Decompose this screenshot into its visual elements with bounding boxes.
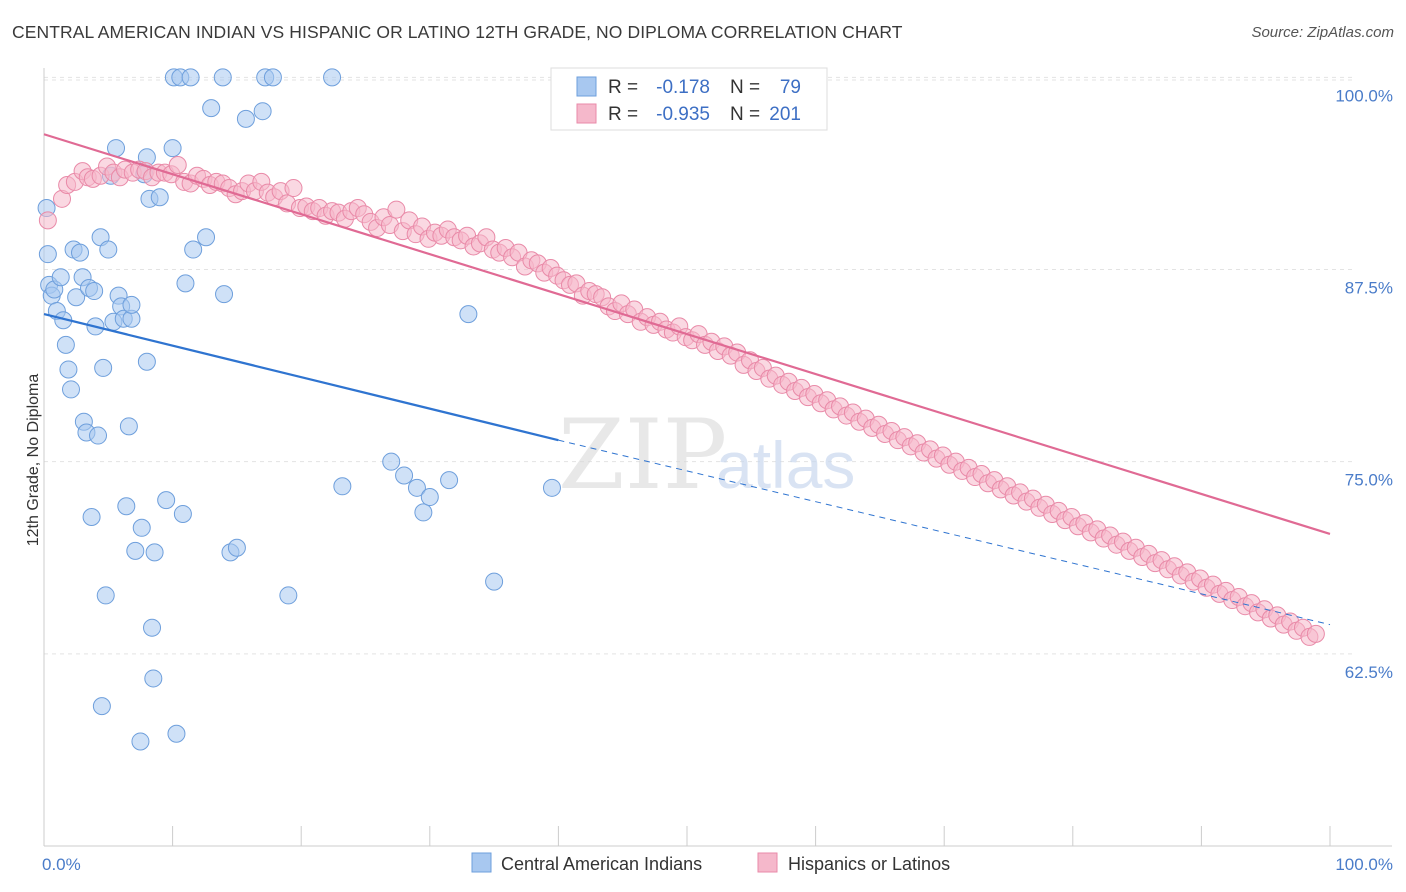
data-point-pink	[387, 200, 406, 219]
watermark-zip: ZIP	[558, 399, 727, 511]
data-point-blue	[117, 497, 136, 516]
data-point-blue	[82, 508, 101, 527]
trend-extension-blue	[558, 439, 1331, 626]
data-point-blue	[137, 352, 156, 371]
data-point-blue	[184, 240, 203, 259]
data-point-blue	[176, 274, 195, 293]
data-point-blue	[144, 669, 163, 688]
data-point-blue	[213, 68, 232, 87]
stats-blue-n-label: N =	[730, 77, 760, 98]
data-point-blue	[150, 188, 169, 207]
y-tick-label: 62.5%	[1345, 663, 1393, 682]
data-point-blue	[132, 518, 151, 537]
data-point-pink	[38, 211, 57, 230]
data-point-blue	[414, 503, 433, 522]
watermark: ZIP atlas	[558, 399, 855, 511]
legend-blue-label: Central American Indians	[501, 854, 702, 874]
watermark-atlas: atlas	[716, 428, 855, 502]
stats-blue-swatch	[576, 76, 597, 97]
data-point-blue	[157, 491, 176, 510]
data-point-blue	[89, 426, 108, 445]
stats-blue-n-value: 79	[780, 77, 801, 98]
data-point-blue	[227, 538, 246, 557]
data-point-blue	[94, 358, 113, 377]
data-point-blue	[56, 335, 75, 354]
data-point-blue	[145, 543, 164, 562]
data-point-blue	[119, 417, 138, 436]
data-point-pink	[168, 155, 187, 174]
data-point-blue	[485, 572, 504, 591]
stats-pink-r-label: R =	[608, 104, 638, 125]
data-point-blue	[263, 68, 282, 87]
data-point-blue	[38, 245, 57, 264]
data-point-blue	[420, 488, 439, 507]
data-point-blue	[143, 618, 162, 637]
series-legend: Central American Indians Hispanics or La…	[471, 852, 950, 874]
axis-layer	[43, 68, 1392, 847]
data-point-blue	[67, 288, 86, 307]
stats-pink-n-value: 201	[769, 104, 801, 125]
trend-line-pink	[43, 133, 1331, 535]
stats-blue-r-value: -0.178	[656, 77, 710, 98]
data-point-blue	[542, 478, 561, 497]
data-point-blue	[62, 380, 81, 399]
x-tick-label-max: 100.0%	[1335, 855, 1393, 874]
data-point-blue	[236, 109, 255, 128]
data-point-blue	[333, 477, 352, 496]
y-axis-label: 12th Grade, No Diploma	[25, 374, 42, 547]
data-point-blue	[126, 541, 145, 560]
data-point-blue	[167, 724, 186, 743]
data-point-blue	[59, 360, 78, 379]
y-tick-label: 100.0%	[1335, 86, 1393, 105]
data-point-blue	[440, 471, 459, 490]
stats-legend: R = -0.178 N = 79 R = -0.935 N = 201	[550, 67, 828, 131]
data-point-pink	[284, 179, 303, 198]
trend-line-blue	[43, 313, 559, 442]
trend-layer	[43, 133, 1331, 626]
data-point-blue	[459, 305, 478, 324]
data-point-blue	[131, 732, 150, 751]
data-point-blue	[382, 452, 401, 471]
stats-pink-swatch	[576, 103, 597, 124]
points-layer	[37, 68, 1325, 751]
legend-blue-swatch	[471, 852, 492, 873]
data-point-blue	[51, 268, 70, 287]
x-tick-label-min: 0.0%	[42, 855, 81, 874]
chart-title: CENTRAL AMERICAN INDIAN VS HISPANIC OR L…	[12, 22, 903, 42]
data-point-blue	[85, 282, 104, 301]
data-point-blue	[395, 466, 414, 485]
y-tick-label: 87.5%	[1345, 279, 1393, 298]
data-point-blue	[96, 586, 115, 605]
data-point-blue	[181, 68, 200, 87]
data-point-blue	[323, 68, 342, 87]
data-point-blue	[173, 504, 192, 523]
x-tick-labels: 0.0% 100.0%	[42, 855, 1393, 874]
y-tick-label: 75.0%	[1345, 471, 1393, 490]
stats-legend-box	[550, 67, 828, 131]
legend-pink-swatch	[757, 852, 778, 873]
y-tick-labels: 100.0% 87.5% 75.0% 62.5%	[1335, 86, 1393, 681]
legend-pink-label: Hispanics or Latinos	[788, 854, 950, 874]
data-point-blue	[197, 228, 216, 247]
data-point-blue	[99, 240, 118, 259]
stats-pink-n-label: N =	[730, 104, 760, 125]
data-point-blue	[215, 285, 234, 304]
data-point-blue	[92, 697, 111, 716]
data-point-blue	[122, 295, 141, 314]
y-axis-title: 12th Grade, No Diploma	[25, 374, 42, 547]
data-point-blue	[279, 586, 298, 605]
data-point-blue	[407, 478, 426, 497]
data-point-blue	[163, 139, 182, 158]
data-point-blue	[202, 99, 221, 118]
data-point-blue	[253, 102, 272, 121]
stats-blue-r-label: R =	[608, 77, 638, 98]
stats-pink-r-value: -0.935	[656, 104, 710, 125]
data-point-pink	[1306, 624, 1325, 643]
data-point-blue	[71, 243, 90, 262]
chart-source: Source: ZipAtlas.com	[1251, 24, 1394, 41]
